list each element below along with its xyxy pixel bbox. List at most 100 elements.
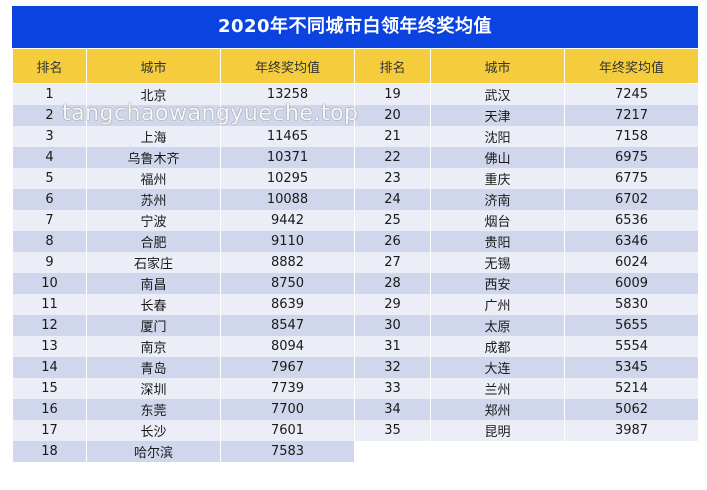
value-cell-right: 5830 [564,294,699,315]
value-cell-right: 3987 [564,420,699,441]
value-cell-right: 7158 [564,126,699,147]
city-cell-left: 东莞 [86,399,221,420]
rank-cell-left: 18 [12,441,87,462]
city-cell-right: 郑州 [430,399,565,420]
city-cell-left: 南昌 [86,273,221,294]
value-cell-right: 5214 [564,378,699,399]
rank-cell-left: 1 [12,83,87,105]
rank-cell-left: 13 [12,336,87,357]
value-cell-right: 6775 [564,168,699,189]
value-cell-left: 10371 [220,147,355,168]
value-cell-left: 8750 [220,273,355,294]
table-row: 15 深圳 7739 33 兰州 5214 [12,378,699,399]
table-row: 8 合肥 9110 26 贵阳 6346 [12,231,699,252]
city-cell-right: 无锡 [430,252,565,273]
city-cell-left: 福州 [86,168,221,189]
rank-cell-left: 3 [12,126,87,147]
table-row: 16 东莞 7700 34 郑州 5062 [12,399,699,420]
city-cell-right: 济南 [430,189,565,210]
rank-cell-right: 27 [354,252,431,273]
header-value-right: 年终奖均值 [564,48,699,84]
city-cell-right: 成都 [430,336,565,357]
table-row: 7 宁波 9442 25 烟台 6536 [12,210,699,231]
city-cell-right: 贵阳 [430,231,565,252]
rank-cell-right: 20 [354,105,431,126]
value-cell-left: 8094 [220,336,355,357]
rank-cell-right [354,441,431,462]
city-cell-left: 哈尔滨 [86,441,221,462]
table-row: 3 上海 11465 21 沈阳 7158 [12,126,699,147]
table-row: 2 20 天津 7217 [12,105,699,126]
city-cell-right: 烟台 [430,210,565,231]
city-cell-left: 上海 [86,126,221,147]
rank-cell-right: 30 [354,315,431,336]
value-cell-right: 7217 [564,105,699,126]
city-cell-left: 长春 [86,294,221,315]
table-row: 17 长沙 7601 35 昆明 3987 [12,420,699,441]
rank-cell-left: 14 [12,357,87,378]
rank-cell-left: 16 [12,399,87,420]
table-row: 9 石家庄 8882 27 无锡 6024 [12,252,699,273]
city-cell-right: 天津 [430,105,565,126]
value-cell-right: 5345 [564,357,699,378]
city-cell-right: 西安 [430,273,565,294]
city-cell-left: 石家庄 [86,252,221,273]
rank-cell-right: 31 [354,336,431,357]
city-cell-left: 苏州 [86,189,221,210]
rank-cell-left: 17 [12,420,87,441]
rank-cell-right: 34 [354,399,431,420]
value-cell-left: 7601 [220,420,355,441]
city-cell-right: 佛山 [430,147,565,168]
rank-cell-left: 11 [12,294,87,315]
table-row: 1 北京 13258 19 武汉 7245 [12,83,699,105]
city-cell-right: 武汉 [430,83,565,105]
header-rank-left: 排名 [12,48,87,84]
rank-cell-left: 12 [12,315,87,336]
salary-table: 排名 城市 年终奖均值 排名 城市 年终奖均值 1 北京 13258 19 武汉 7245… [12,48,699,462]
value-cell-right: 6009 [564,273,699,294]
value-cell-right: 7245 [564,83,699,105]
city-cell-left: 厦门 [86,315,221,336]
value-cell-right [564,441,699,462]
table-row: 18 哈尔滨 7583 [12,441,699,462]
city-cell-left: 乌鲁木齐 [86,147,221,168]
city-cell-right: 广州 [430,294,565,315]
rank-cell-right: 23 [354,168,431,189]
value-cell-right: 6536 [564,210,699,231]
table-row: 14 青岛 7967 32 大连 5345 [12,357,699,378]
city-cell-left [86,105,221,126]
value-cell-left: 7700 [220,399,355,420]
rank-cell-right: 24 [354,189,431,210]
rank-cell-right: 33 [354,378,431,399]
value-cell-right: 5655 [564,315,699,336]
rank-cell-left: 10 [12,273,87,294]
salary-table-panel: 2020年不同城市白领年终奖均值 排名 城市 年终奖均值 排名 城市 年终奖均值… [12,6,699,462]
value-cell-right: 5062 [564,399,699,420]
value-cell-left: 11465 [220,126,355,147]
table-row: 4 乌鲁木齐 10371 22 佛山 6975 [12,147,699,168]
table-row: 12 厦门 8547 30 太原 5655 [12,315,699,336]
city-cell-right: 沈阳 [430,126,565,147]
rank-cell-left: 15 [12,378,87,399]
value-cell-left: 8639 [220,294,355,315]
value-cell-left: 7739 [220,378,355,399]
value-cell-right: 6975 [564,147,699,168]
header-city-left: 城市 [86,48,221,84]
value-cell-left: 13258 [220,83,355,105]
rank-cell-right: 21 [354,126,431,147]
value-cell-left: 10295 [220,168,355,189]
city-cell-left: 青岛 [86,357,221,378]
value-cell-right: 6024 [564,252,699,273]
header-rank-right: 排名 [354,48,431,84]
table-row: 11 长春 8639 29 广州 5830 [12,294,699,315]
value-cell-left: 9110 [220,231,355,252]
rank-cell-left: 8 [12,231,87,252]
table-row: 6 苏州 10088 24 济南 6702 [12,189,699,210]
city-cell-right: 大连 [430,357,565,378]
city-cell-left: 深圳 [86,378,221,399]
value-cell-right: 6702 [564,189,699,210]
value-cell-left: 7967 [220,357,355,378]
value-cell-left: 8882 [220,252,355,273]
rank-cell-right: 28 [354,273,431,294]
city-cell-right: 太原 [430,315,565,336]
